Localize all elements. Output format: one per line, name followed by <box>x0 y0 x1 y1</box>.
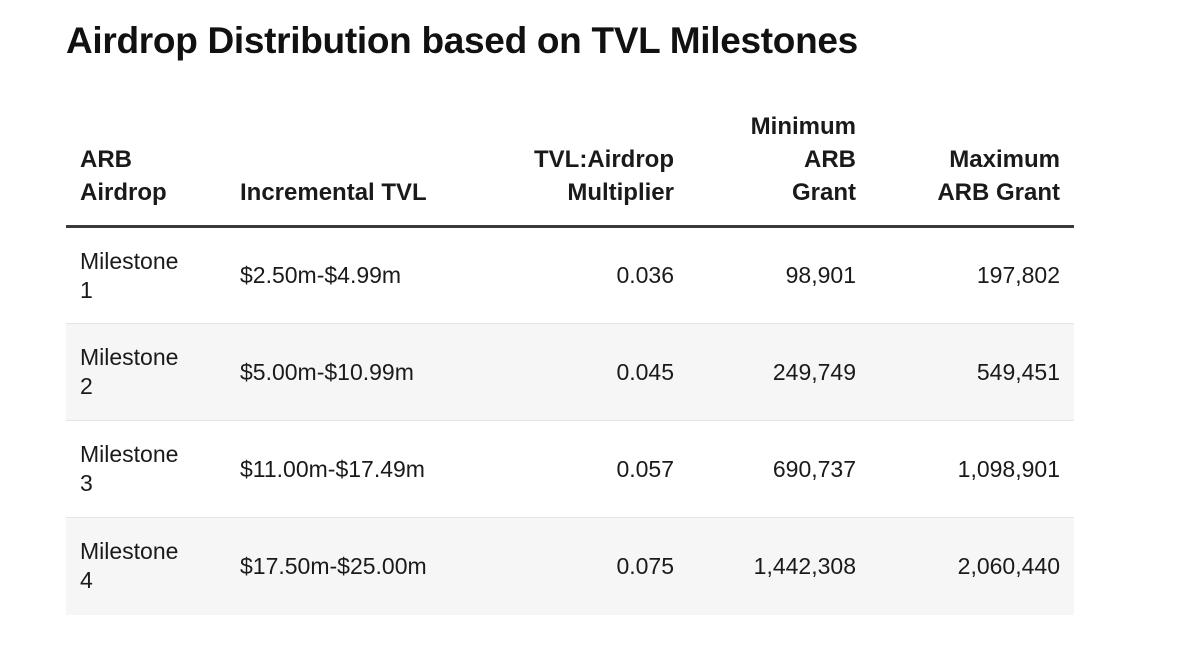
header-incremental-tvl: Incremental TVL <box>226 110 496 228</box>
milestone-number: 4 <box>80 567 93 594</box>
header-line: TVL:Airdrop <box>534 146 674 173</box>
airdrop-table-container: ARB Airdrop Incremental TVL TVL:Airdrop … <box>66 110 1074 615</box>
incremental-tvl-cell: $5.00m-$10.99m <box>226 323 496 421</box>
header-minimum-arb-grant: Minimum ARB Grant <box>688 110 870 228</box>
milestone-number: 1 <box>80 276 93 303</box>
milestone-cell: Milestone 4 <box>66 517 226 615</box>
header-row: ARB Airdrop Incremental TVL TVL:Airdrop … <box>66 110 1074 228</box>
milestone-number: 2 <box>80 373 93 399</box>
max-grant-cell: 197,802 <box>870 226 1074 324</box>
max-grant-cell: 2,060,440 <box>870 517 1074 615</box>
multiplier-cell: 0.045 <box>496 323 688 421</box>
header-line: ARB <box>80 146 132 173</box>
multiplier-cell: 0.057 <box>496 420 688 518</box>
table-row: Milestone 4 $17.50m-$25.00m 0.075 1,442,… <box>66 517 1074 615</box>
header-line: Airdrop <box>80 179 167 206</box>
incremental-tvl-cell: $17.50m-$25.00m <box>226 517 496 615</box>
milestone-label: Milestone <box>80 344 179 370</box>
min-grant-cell: 690,737 <box>688 420 870 518</box>
max-grant-cell: 549,451 <box>870 323 1074 421</box>
min-grant-cell: 1,442,308 <box>688 517 870 615</box>
milestone-number: 3 <box>80 470 93 496</box>
max-grant-cell: 1,098,901 <box>870 420 1074 518</box>
milestone-cell: Milestone 1 <box>66 226 226 324</box>
airdrop-distribution-table: ARB Airdrop Incremental TVL TVL:Airdrop … <box>66 110 1074 615</box>
table-row: Milestone 2 $5.00m-$10.99m 0.045 249,749… <box>66 323 1074 421</box>
table-row: Milestone 1 $2.50m-$4.99m 0.036 98,901 1… <box>66 226 1074 324</box>
table-row: Milestone 3 $11.00m-$17.49m 0.057 690,73… <box>66 420 1074 518</box>
multiplier-cell: 0.075 <box>496 517 688 615</box>
milestone-label: Milestone <box>80 538 179 565</box>
min-grant-cell: 98,901 <box>688 226 870 324</box>
header-line: ARB Grant <box>937 179 1060 206</box>
header-line: Grant <box>791 179 856 206</box>
table-body: Milestone 1 $2.50m-$4.99m 0.036 98,901 1… <box>66 226 1074 615</box>
incremental-tvl-cell: $11.00m-$17.49m <box>226 420 496 518</box>
header-line: Maximum <box>949 146 1060 173</box>
header-line: ARB <box>804 146 856 173</box>
table-header: ARB Airdrop Incremental TVL TVL:Airdrop … <box>66 110 1074 228</box>
incremental-tvl-cell: $2.50m-$4.99m <box>226 226 496 324</box>
header-tvl-airdrop-multiplier: TVL:Airdrop Multiplier <box>496 110 688 228</box>
milestone-cell: Milestone 2 <box>66 323 226 421</box>
header-line: Incremental TVL <box>240 179 427 206</box>
page-title: Airdrop Distribution based on TVL Milest… <box>66 20 858 61</box>
multiplier-cell: 0.036 <box>496 226 688 324</box>
header-arb-airdrop: ARB Airdrop <box>66 110 226 228</box>
milestone-label: Milestone <box>80 441 179 467</box>
milestone-label: Milestone <box>80 247 179 274</box>
header-line: Minimum <box>750 113 856 140</box>
header-line: Multiplier <box>567 179 674 206</box>
header-maximum-arb-grant: Maximum ARB Grant <box>870 110 1074 228</box>
min-grant-cell: 249,749 <box>688 323 870 421</box>
milestone-cell: Milestone 3 <box>66 420 226 518</box>
